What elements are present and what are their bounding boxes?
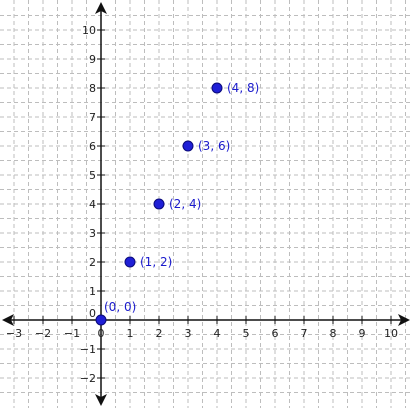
y-axis-arrow-up bbox=[95, 2, 107, 14]
y-tick-label: −1 bbox=[80, 343, 96, 356]
x-tick-label: −1 bbox=[64, 327, 80, 340]
x-tick-label: 10 bbox=[384, 327, 398, 340]
y-tick-label: 2 bbox=[89, 256, 96, 269]
y-tick-label: 4 bbox=[89, 198, 96, 211]
y-tick-label: 9 bbox=[89, 53, 96, 66]
data-points: (0, 0) (1, 2) (2, 4) (3, 6) (4, 8) bbox=[95, 81, 259, 326]
data-point bbox=[182, 140, 194, 152]
x-tick-label: −2 bbox=[35, 327, 51, 340]
x-tick-label: −3 bbox=[6, 327, 22, 340]
data-point-label: (4, 8) bbox=[227, 81, 259, 95]
data-point bbox=[95, 314, 107, 326]
x-tick-label: 8 bbox=[330, 327, 337, 340]
x-tick-label: 3 bbox=[185, 327, 192, 340]
data-point-label: (1, 2) bbox=[140, 255, 172, 269]
x-tick-label: 6 bbox=[272, 327, 279, 340]
x-axis-arrow-left bbox=[2, 314, 14, 326]
x-tick-label: 2 bbox=[156, 327, 163, 340]
x-tick-label: 4 bbox=[214, 327, 221, 340]
x-axis-arrow-right bbox=[398, 314, 410, 326]
x-tick-label: 9 bbox=[359, 327, 366, 340]
x-tick-label: 1 bbox=[127, 327, 134, 340]
y-tick-label: 3 bbox=[89, 227, 96, 240]
data-point bbox=[153, 198, 165, 210]
y-tick-label: 7 bbox=[89, 111, 96, 124]
y-tick-label: 6 bbox=[89, 140, 96, 153]
data-point-label: (3, 6) bbox=[198, 139, 230, 153]
y-axis-arrow-down bbox=[95, 394, 107, 406]
data-point-label: (2, 4) bbox=[169, 197, 201, 211]
y-tick-label: 8 bbox=[89, 82, 96, 95]
y-tick-label: 5 bbox=[89, 169, 96, 182]
y-tick-label: −2 bbox=[80, 372, 96, 385]
y-tick-label: 10 bbox=[82, 24, 96, 37]
y-tick-label: 1 bbox=[89, 285, 96, 298]
data-point-label: (0, 0) bbox=[104, 300, 136, 314]
x-tick-label: 0 bbox=[98, 327, 105, 340]
data-point bbox=[211, 82, 223, 94]
x-tick-label: 7 bbox=[301, 327, 308, 340]
y-tick-label: 0 bbox=[89, 307, 96, 320]
x-tick-label: 5 bbox=[243, 327, 250, 340]
data-point bbox=[124, 256, 136, 268]
